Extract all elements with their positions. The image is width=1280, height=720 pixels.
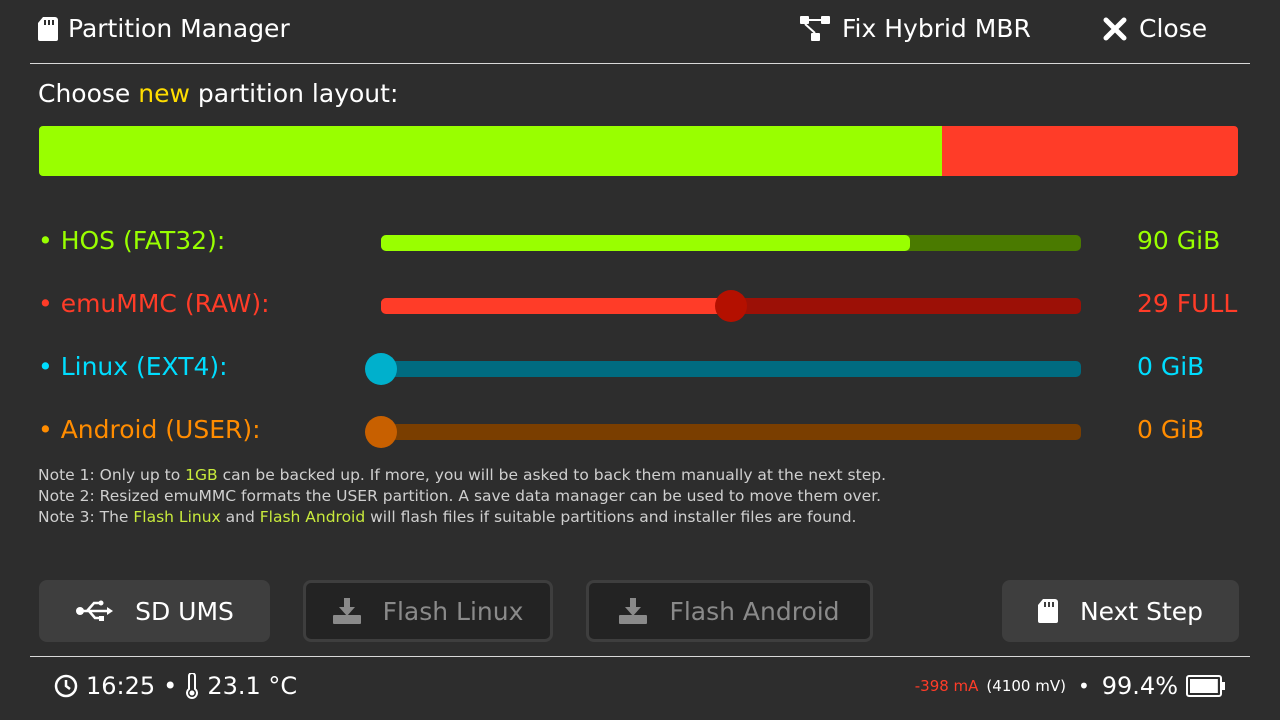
close-label: Close (1139, 14, 1208, 43)
header-divider (30, 63, 1250, 64)
separator: • (1077, 674, 1090, 698)
sd-ums-label: SD UMS (135, 596, 234, 626)
flash-android-button[interactable]: Flash Android (586, 580, 873, 642)
partition-row: • emuMMC (RAW): 29 FULL (38, 289, 1238, 322)
slider-knob[interactable] (715, 290, 747, 322)
layout-segment-emummc (941, 126, 1238, 176)
status-right: -398 mA (4100 mV) • 99.4% (915, 672, 1226, 700)
partition-label: • Android (USER): (38, 415, 261, 444)
slider-knob[interactable] (365, 353, 397, 385)
sd-ums-button[interactable]: SD UMS (39, 580, 270, 642)
flash-linux-button[interactable]: Flash Linux (303, 580, 553, 642)
battery-current: -398 mA (914, 677, 979, 695)
close-button[interactable]: Close (1103, 14, 1207, 43)
status-left: 16:25 • 23.1 °C (54, 672, 297, 700)
battery-percent: 99.4% (1101, 672, 1178, 700)
partition-slider[interactable] (381, 290, 1081, 322)
slider-knob[interactable] (365, 416, 397, 448)
note-3: Note 3: The Flash Linux and Flash Androi… (38, 508, 857, 526)
partition-row: • Linux (EXT4): 0 GiB (38, 352, 1238, 385)
battery-icon (1186, 675, 1225, 697)
title-text: Partition Manager (68, 14, 290, 43)
fix-hybrid-mbr-label: Fix Hybrid MBR (842, 14, 1031, 43)
partition-label: • Linux (EXT4): (38, 352, 228, 381)
notes: Note 1: Only up to 1GB can be backed up.… (38, 465, 886, 528)
partition-row: • HOS (FAT32): 90 GiB (38, 226, 1238, 256)
sd-card-icon (38, 16, 58, 41)
thermometer-icon (186, 673, 199, 699)
footer-divider (30, 656, 1250, 657)
partition-row: • Android (USER): 0 GiB (38, 415, 1238, 448)
temperature: 23.1 °C (207, 672, 298, 700)
partition-size: 0 GiB (1137, 352, 1205, 381)
usb-icon (76, 600, 114, 621)
partition-label: • HOS (FAT32): (38, 226, 226, 255)
note-2: Note 2: Resized emuMMC formats the USER … (38, 487, 882, 505)
layout-segment-hos (39, 126, 942, 176)
partition-size: 90 GiB (1137, 226, 1221, 255)
prompt-highlight: new (138, 79, 190, 108)
partition-label: • emuMMC (RAW): (38, 289, 270, 318)
clock-time: 16:25 (86, 672, 156, 700)
sd-card-icon (1037, 599, 1058, 623)
prompt-text: Choose (38, 79, 139, 108)
download-icon (619, 598, 648, 624)
hierarchy-icon (800, 15, 830, 41)
battery-voltage: (4100 mV) (986, 677, 1066, 695)
separator: • (163, 672, 178, 700)
download-icon (332, 598, 361, 624)
slider-fill (381, 235, 911, 251)
partition-slider[interactable] (381, 235, 1081, 251)
partition-layout-bar (39, 126, 1238, 176)
partition-slider[interactable] (365, 353, 1081, 385)
note-1: Note 1: Only up to 1GB can be backed up.… (38, 466, 887, 484)
slider-fill (381, 298, 731, 314)
prompt-text-end: partition layout: (189, 79, 399, 108)
next-step-button[interactable]: Next Step (1002, 580, 1239, 642)
app-title: Partition Manager (38, 14, 290, 43)
flash-linux-label: Flash Linux (382, 596, 524, 626)
flash-android-label: Flash Android (669, 596, 840, 626)
partition-size: 29 FULL (1137, 289, 1238, 318)
next-step-label: Next Step (1079, 596, 1204, 626)
close-icon (1103, 17, 1127, 40)
partition-size: 0 GiB (1137, 415, 1205, 444)
layout-prompt: Choose new partition layout: (38, 79, 398, 108)
clock-icon (54, 674, 78, 698)
partition-slider[interactable] (365, 416, 1081, 448)
fix-hybrid-mbr-button[interactable]: Fix Hybrid MBR (800, 14, 1031, 43)
